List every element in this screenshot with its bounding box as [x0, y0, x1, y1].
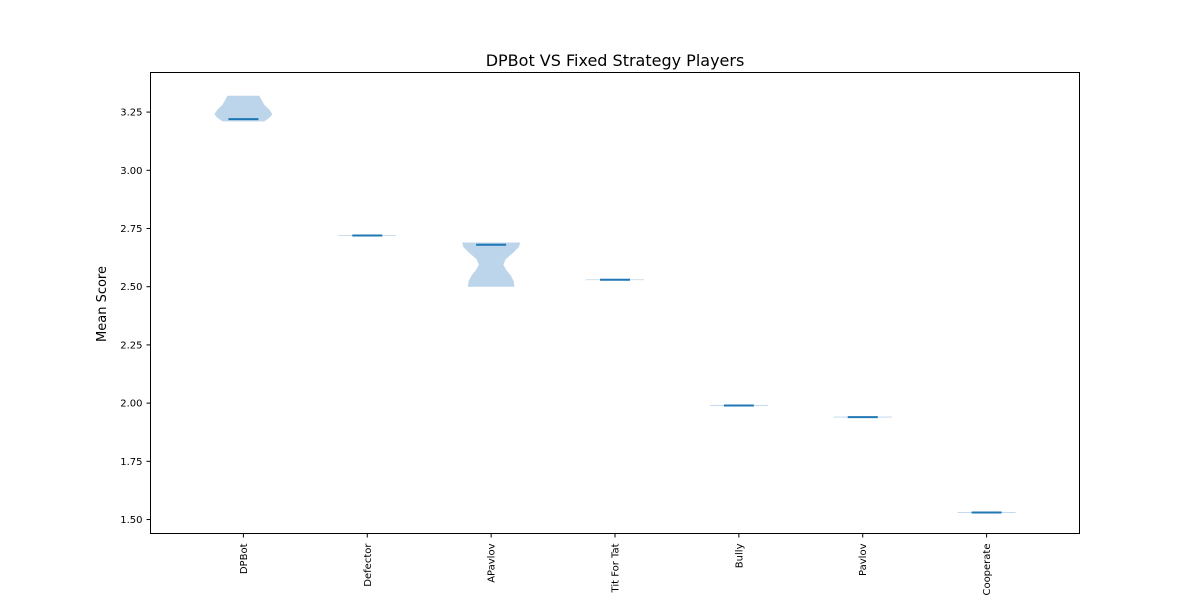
- plot-frame: [150, 72, 1080, 534]
- y-tick-label: 1.75: [120, 457, 142, 468]
- y-axis-label: Mean Score: [95, 266, 110, 342]
- violin-group: [214, 95, 1016, 514]
- y-ticks: 1.50 1.75 2.00 2.25 2.50 2.75 3.00 3.25: [120, 108, 151, 526]
- x-ticks: DPBot Defector APavlov Tit For Tat Bully Pavl…: [239, 533, 993, 596]
- y-tick-label: 1.50: [120, 515, 142, 526]
- y-tick-label: 2.00: [120, 399, 142, 410]
- violin-body: [462, 242, 521, 287]
- x-tick-label: Cooperate: [982, 544, 993, 596]
- x-tick-label: APavlov: [487, 543, 498, 582]
- y-tick-label: 3.25: [120, 108, 142, 119]
- x-tick-label: Tit For Tat: [611, 543, 622, 593]
- x-tick-label: Bully: [734, 543, 745, 568]
- y-tick-label: 3.00: [120, 166, 142, 177]
- y-tick-label: 2.25: [120, 340, 142, 351]
- violin-body: [214, 95, 273, 122]
- y-tick-label: 2.50: [120, 282, 142, 293]
- y-tick-label: 2.75: [120, 224, 142, 235]
- chart-title: DPBot VS Fixed Strategy Players: [486, 51, 745, 70]
- x-tick-label: Pavlov: [858, 543, 869, 576]
- x-tick-label: Defector: [363, 543, 374, 587]
- x-tick-label: DPBot: [239, 543, 250, 574]
